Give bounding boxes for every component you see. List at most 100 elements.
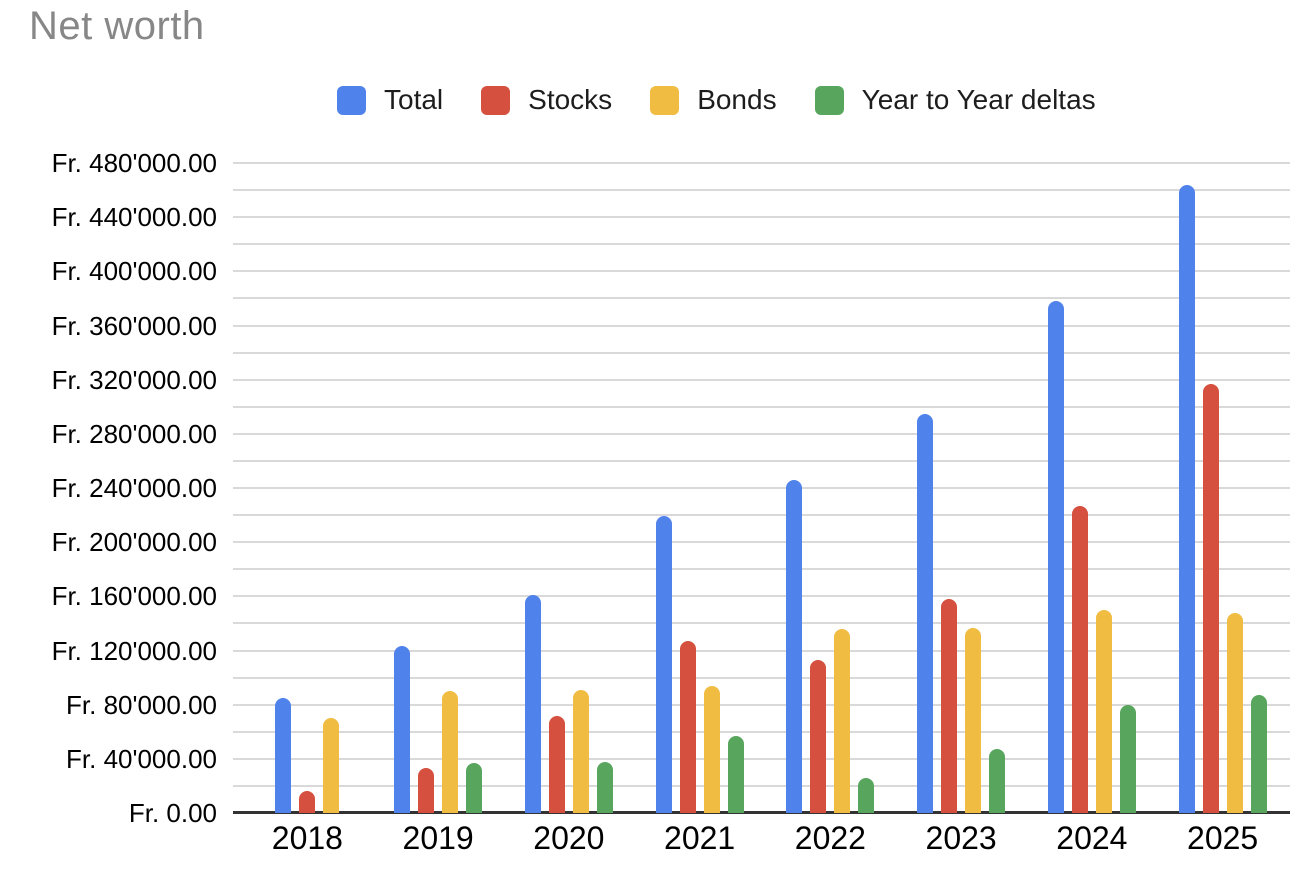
bar-year-to-year-deltas-2025 bbox=[1250, 695, 1267, 813]
y-tick-label: Fr. 80'000.00 bbox=[66, 689, 217, 720]
bar-stocks-2019 bbox=[418, 768, 435, 813]
bar-bonds-2019 bbox=[442, 691, 459, 813]
bar-bonds-2024 bbox=[1095, 609, 1112, 813]
y-tick-label: Fr. 120'000.00 bbox=[51, 635, 217, 666]
gridline bbox=[233, 676, 1290, 679]
legend-swatch-stocks bbox=[481, 85, 511, 115]
gridline bbox=[233, 297, 1290, 300]
x-tick-label-2023: 2023 bbox=[925, 820, 997, 856]
legend: Total Stocks Bonds Year to Year deltas bbox=[337, 84, 1096, 116]
x-axis-labels: 2018 2019 2020 2021 2022 2023 2024 2025 bbox=[242, 820, 1288, 856]
legend-label: Total bbox=[384, 84, 444, 115]
gridline bbox=[233, 622, 1290, 625]
y-tick-label: Fr. 480'000.00 bbox=[51, 148, 217, 178]
bar-stocks-2021 bbox=[679, 641, 696, 813]
x-tick-label-2019: 2019 bbox=[402, 820, 474, 856]
bar-bonds-2018 bbox=[323, 718, 340, 813]
bar-group-2024 bbox=[1027, 163, 1158, 813]
gridline bbox=[233, 405, 1290, 408]
legend-item-year-to-year-deltas: Year to Year deltas bbox=[814, 84, 1096, 116]
x-tick-label-2022: 2022 bbox=[794, 820, 866, 856]
legend-swatch-total bbox=[337, 85, 366, 115]
gridline bbox=[233, 432, 1290, 435]
bar-stocks-2024 bbox=[1071, 505, 1088, 813]
y-tick-label: Fr. 280'000.00 bbox=[51, 418, 217, 449]
bar-group-2020 bbox=[504, 163, 635, 813]
bar-stocks-2020 bbox=[548, 715, 565, 813]
gridline bbox=[233, 270, 1290, 273]
bar-stocks-2022 bbox=[810, 660, 827, 813]
gridline bbox=[233, 514, 1290, 517]
gridline bbox=[233, 351, 1290, 354]
y-tick-label: Fr. 240'000.00 bbox=[51, 473, 217, 503]
gridline bbox=[233, 216, 1290, 219]
legend-swatch-bonds bbox=[650, 85, 680, 115]
bar-group-2019 bbox=[373, 163, 504, 813]
bar-year-to-year-deltas-2020 bbox=[596, 761, 613, 813]
y-tick-label: Fr. 40'000.00 bbox=[66, 743, 217, 774]
gridline bbox=[233, 595, 1290, 598]
legend-label: Year to Year deltas bbox=[861, 84, 1096, 115]
gridline bbox=[233, 730, 1290, 733]
gridline bbox=[233, 189, 1290, 192]
bar-group-2022 bbox=[765, 163, 896, 813]
bar-year-to-year-deltas-2024 bbox=[1119, 704, 1136, 813]
bar-group-2025 bbox=[1157, 163, 1288, 813]
legend-item-stocks: Stocks bbox=[481, 84, 612, 116]
bar-total-2024 bbox=[1047, 301, 1064, 813]
bar-year-to-year-deltas-2021 bbox=[727, 735, 744, 813]
plot-area bbox=[233, 162, 1290, 814]
x-tick-label-2025: 2025 bbox=[1187, 820, 1259, 856]
bar-total-2020 bbox=[524, 595, 541, 813]
y-tick-label: Fr. 400'000.00 bbox=[51, 256, 217, 287]
bar-total-2021 bbox=[655, 516, 672, 813]
bar-group-2023 bbox=[896, 163, 1027, 813]
bar-bonds-2020 bbox=[572, 689, 589, 813]
y-axis-labels: Fr. 480'000.00 Fr. 440'000.00 Fr. 400'000.… bbox=[0, 150, 217, 826]
gridline bbox=[233, 757, 1290, 760]
bars-layer bbox=[242, 163, 1288, 813]
x-tick-label-2018: 2018 bbox=[271, 820, 343, 856]
gridline bbox=[233, 568, 1290, 571]
gridline bbox=[233, 649, 1290, 652]
gridline bbox=[233, 378, 1290, 381]
legend-swatch-year-to-year-deltas bbox=[814, 85, 844, 115]
bar-total-2025 bbox=[1178, 184, 1195, 813]
gridline bbox=[233, 703, 1290, 706]
legend-item-bonds: Bonds bbox=[650, 84, 777, 116]
y-tick-label: Fr. 0.00 bbox=[128, 798, 217, 828]
bar-total-2018 bbox=[275, 697, 292, 813]
y-tick-label: Fr. 360'000.00 bbox=[51, 310, 217, 341]
bar-group-2021 bbox=[634, 163, 765, 813]
bar-year-to-year-deltas-2019 bbox=[466, 762, 483, 813]
bar-total-2023 bbox=[917, 413, 934, 813]
y-tick-label: Fr. 200'000.00 bbox=[51, 527, 217, 558]
x-tick-label-2021: 2021 bbox=[664, 820, 736, 856]
bar-group-2018 bbox=[242, 163, 373, 813]
chart-title: Net worth bbox=[29, 4, 205, 48]
gridline bbox=[233, 459, 1290, 462]
bar-stocks-2025 bbox=[1202, 383, 1219, 813]
bar-year-to-year-deltas-2023 bbox=[989, 749, 1006, 813]
bar-bonds-2025 bbox=[1226, 612, 1243, 813]
bar-bonds-2021 bbox=[703, 685, 720, 813]
bar-stocks-2023 bbox=[941, 599, 958, 813]
x-tick-label-2020: 2020 bbox=[533, 820, 605, 856]
bar-bonds-2022 bbox=[834, 628, 851, 813]
y-tick-label: Fr. 440'000.00 bbox=[51, 202, 217, 233]
x-tick-label-2024: 2024 bbox=[1056, 820, 1128, 856]
x-axis-line bbox=[233, 811, 1290, 814]
bar-year-to-year-deltas-2022 bbox=[858, 777, 875, 813]
bar-total-2022 bbox=[786, 479, 803, 813]
gridline bbox=[233, 784, 1290, 787]
gridline bbox=[233, 243, 1290, 246]
legend-label: Bonds bbox=[697, 84, 777, 115]
y-tick-label: Fr. 160'000.00 bbox=[51, 581, 217, 612]
bar-total-2019 bbox=[394, 646, 411, 813]
gridline bbox=[233, 324, 1290, 327]
gridline bbox=[233, 541, 1290, 544]
legend-item-total: Total bbox=[337, 84, 443, 116]
bar-stocks-2018 bbox=[299, 791, 316, 813]
bar-bonds-2023 bbox=[965, 627, 982, 813]
